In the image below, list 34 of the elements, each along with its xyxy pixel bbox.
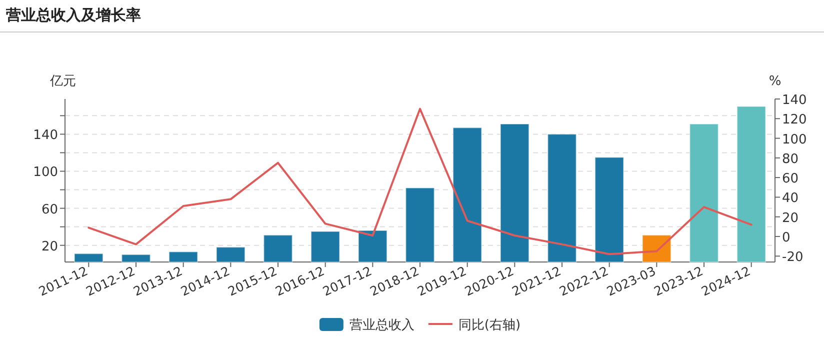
y-tick-label: 140 <box>33 128 58 144</box>
y2-tick-label: 140 <box>782 93 807 108</box>
bar <box>689 124 719 262</box>
y-tick-label: 20 <box>41 239 58 254</box>
y2-tick-label: 40 <box>782 191 799 206</box>
line-series <box>88 108 752 256</box>
y-axis-title: 亿元 <box>49 74 76 89</box>
bar <box>594 156 624 262</box>
y2-tick-label: 120 <box>782 112 807 128</box>
bar <box>736 106 766 262</box>
bar <box>500 124 530 262</box>
y-tick-label: 60 <box>41 202 58 218</box>
y2-tick-label: 0 <box>782 230 790 246</box>
y2-tick-label: -20 <box>782 250 804 266</box>
bar <box>452 127 482 262</box>
y2-tick-label: 60 <box>782 172 799 187</box>
legend-label: 同比(右轴) <box>458 318 521 333</box>
y2-tick-label: 20 <box>782 210 799 226</box>
bar <box>74 253 104 262</box>
bar <box>168 251 198 262</box>
bar <box>642 234 672 262</box>
bar <box>121 254 151 262</box>
y2-tick-label: 100 <box>782 132 807 148</box>
y-tick-label: 100 <box>33 165 58 180</box>
bar <box>263 234 293 262</box>
y2-axis-title: % <box>768 74 782 89</box>
bar <box>216 246 246 262</box>
bar <box>547 134 577 262</box>
y2-tick-label: 80 <box>782 152 799 167</box>
chart-title: 营业总收入及增长率 <box>5 6 141 24</box>
bar <box>358 230 388 262</box>
bar <box>405 187 435 262</box>
bar <box>310 230 340 262</box>
legend-label: 营业总收入 <box>349 318 414 333</box>
